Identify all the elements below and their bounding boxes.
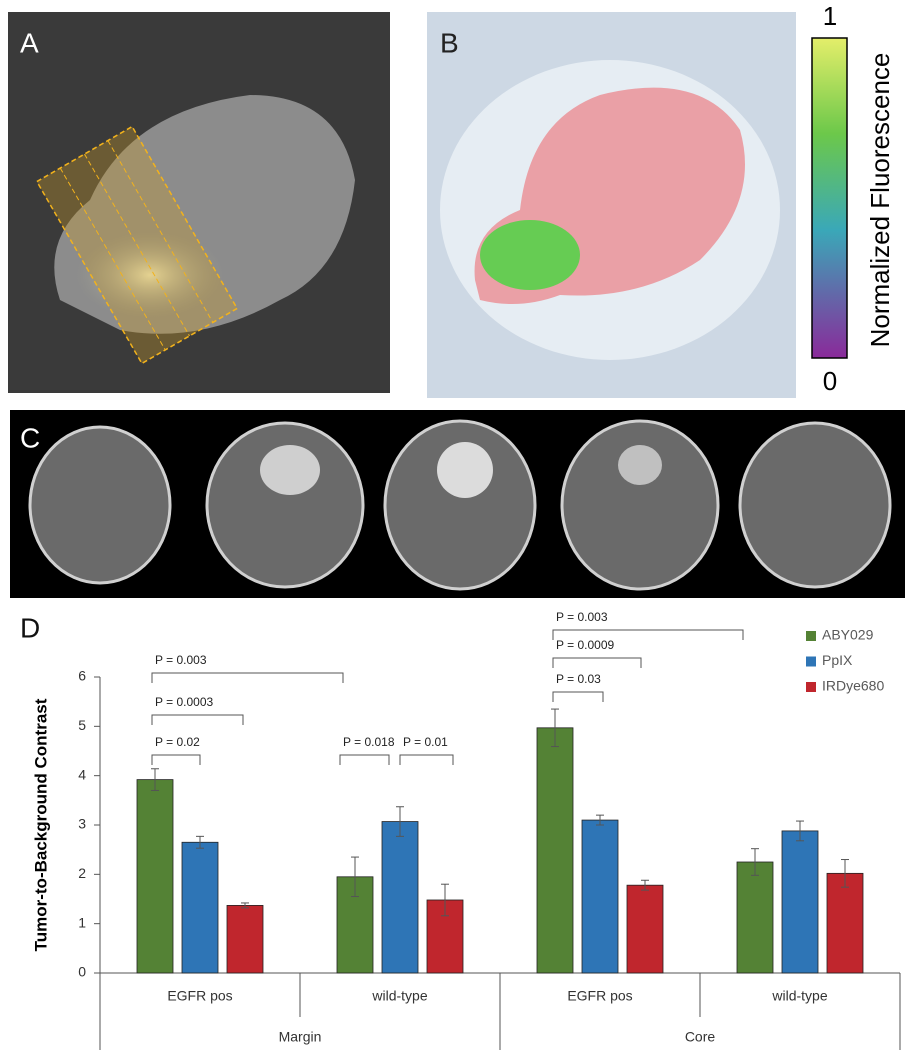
tumor — [260, 445, 320, 495]
error-bar — [641, 879, 649, 891]
bar — [736, 861, 774, 974]
significance-bracket — [151, 754, 201, 765]
legend-swatch — [806, 631, 816, 641]
significance-label: P = 0.03 — [556, 672, 601, 686]
y-tick-label: 3 — [78, 816, 86, 832]
y-tick-label: 5 — [78, 717, 86, 733]
y-axis-label: Tumor-to-Background Contrast — [31, 698, 50, 951]
legend-label: IRDye680 — [822, 678, 884, 694]
significance-label: P = 0.01 — [403, 735, 448, 749]
error-bar — [351, 856, 359, 898]
error-bar — [196, 835, 204, 849]
bar — [136, 779, 174, 974]
bar — [536, 727, 574, 974]
error-bar — [551, 708, 559, 748]
significance-label: P = 0.02 — [155, 735, 200, 749]
bar — [581, 819, 619, 974]
colorbar-label: Normalized Fluorescence — [865, 53, 895, 348]
significance-bracket — [399, 754, 454, 765]
bar — [626, 884, 664, 974]
bar — [181, 841, 219, 974]
x-tick-label: EGFR pos — [567, 988, 632, 1004]
y-tick-label: 6 — [78, 668, 86, 684]
panel-c: C — [10, 410, 905, 598]
error-bar — [841, 859, 849, 888]
panel-a: A — [8, 12, 390, 393]
significance-label: P = 0.0009 — [556, 638, 614, 652]
panel-b: B — [427, 12, 796, 398]
panel-label: B — [440, 27, 459, 58]
significance-label: P = 0.018 — [343, 735, 395, 749]
panel-label: C — [20, 422, 40, 453]
bar — [381, 821, 419, 974]
colorbar: 1 0 Normalized Fluorescence — [811, 1, 895, 396]
x-tick-label: wild-type — [771, 988, 827, 1004]
panel-label: D — [20, 612, 40, 643]
fluorescence-glow — [75, 230, 225, 320]
tumor-fluorescence — [480, 220, 580, 290]
significance-label: P = 0.0003 — [155, 695, 213, 709]
legend-label: ABY029 — [822, 627, 874, 643]
colorbar-max: 1 — [823, 1, 837, 31]
significance-bracket — [552, 691, 604, 702]
mri-slices — [28, 419, 892, 591]
bar — [226, 905, 264, 974]
y-tick-label: 0 — [78, 964, 86, 980]
y-tick-label: 4 — [78, 766, 86, 782]
y-tick-label: 1 — [78, 914, 86, 930]
panel-label: A — [20, 27, 39, 58]
group-label: Core — [685, 1029, 716, 1045]
tumor — [437, 442, 493, 498]
error-bar — [241, 902, 249, 909]
legend-swatch — [806, 682, 816, 692]
error-bar — [751, 848, 759, 876]
scan-region — [35, 125, 239, 365]
error-bar — [441, 883, 449, 917]
significance-bracket — [151, 714, 244, 725]
group-label: Margin — [279, 1029, 322, 1045]
colorbar-gradient — [811, 37, 848, 359]
legend-swatch — [806, 656, 816, 667]
x-tick-label: wild-type — [371, 988, 427, 1004]
significance-bracket — [552, 657, 642, 668]
y-tick-label: 2 — [78, 865, 86, 881]
bar — [826, 872, 864, 974]
significance-bracket — [552, 629, 744, 640]
legend-label: PpIX — [822, 652, 853, 668]
error-bar — [796, 820, 804, 842]
bar — [781, 830, 819, 974]
significance-label: P = 0.003 — [155, 653, 207, 667]
error-bar — [596, 814, 604, 826]
significance-bracket — [339, 754, 390, 765]
tumor — [618, 445, 662, 485]
x-tick-label: EGFR pos — [167, 988, 232, 1004]
colorbar-min: 0 — [823, 366, 837, 396]
chart: 0 1 2 3 4 5 6 EGFR pos wild-type Margin EGFR pos wi… — [78, 610, 901, 1050]
significance-label: P = 0.003 — [556, 610, 608, 624]
error-bar — [396, 806, 404, 837]
significance-bracket — [151, 672, 344, 683]
error-bar — [151, 768, 159, 791]
